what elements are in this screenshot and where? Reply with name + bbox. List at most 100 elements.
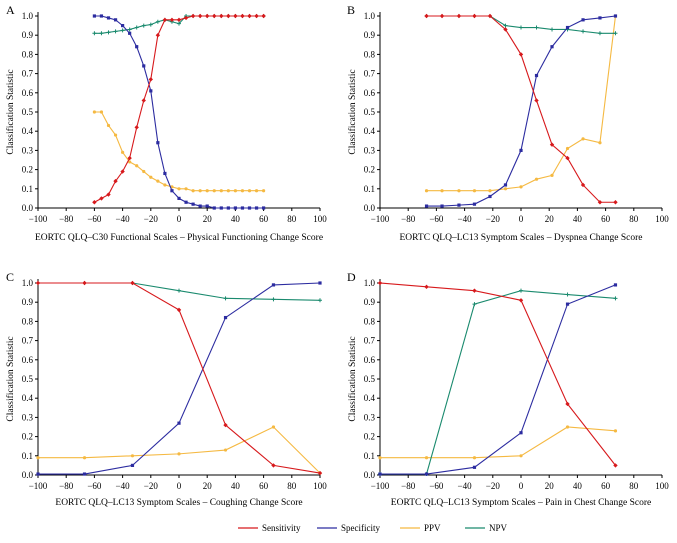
data-point bbox=[156, 141, 160, 145]
data-point bbox=[472, 288, 477, 293]
data-point bbox=[170, 189, 174, 193]
data-point bbox=[597, 31, 602, 36]
data-point bbox=[113, 29, 118, 34]
data-point bbox=[198, 204, 202, 208]
panel-d: D 0.0 0.1 0.2 0.3 0.4 0.5 0.6 0.7 0.8 0.9 1.0 −100 −8… bbox=[347, 270, 669, 508]
legend-item-ppv: PPV bbox=[400, 523, 441, 533]
data-point bbox=[262, 206, 266, 210]
data-point bbox=[156, 179, 160, 183]
x-tick-label: 100 bbox=[313, 214, 327, 224]
data-point bbox=[519, 25, 523, 30]
data-point bbox=[191, 189, 195, 193]
data-point bbox=[534, 25, 539, 30]
data-point bbox=[127, 27, 132, 32]
y-tick-label: 0.3 bbox=[364, 145, 376, 155]
data-point bbox=[598, 141, 602, 145]
data-point bbox=[424, 13, 429, 19]
data-point bbox=[134, 125, 139, 130]
x-tick-label: −60 bbox=[429, 481, 444, 491]
x-tick-label: −40 bbox=[116, 214, 131, 224]
x-tick-label: −20 bbox=[144, 214, 159, 224]
data-point bbox=[613, 296, 618, 301]
data-point bbox=[135, 164, 139, 168]
x-tick-label: 40 bbox=[231, 481, 241, 491]
data-point bbox=[424, 456, 429, 460]
data-point bbox=[121, 24, 125, 28]
series-ppv bbox=[378, 425, 618, 460]
data-point bbox=[254, 13, 259, 19]
y-tick-label: 0.9 bbox=[22, 30, 34, 40]
data-point bbox=[240, 13, 245, 19]
x-axis-title: EORTC QLQ–LC13 Symptom Scales – Pain in … bbox=[391, 498, 651, 508]
data-point bbox=[226, 13, 231, 19]
data-point bbox=[518, 52, 524, 57]
data-point bbox=[127, 155, 132, 161]
y-tick-label: 0.8 bbox=[364, 49, 376, 59]
y-tick-label: 0.1 bbox=[364, 184, 375, 194]
y-tick-label: 0.7 bbox=[22, 336, 34, 346]
data-point bbox=[318, 298, 322, 303]
series-npv bbox=[424, 14, 618, 36]
x-tick-label: −100 bbox=[29, 214, 48, 224]
legend-label: Specificity bbox=[341, 523, 380, 533]
data-point bbox=[550, 27, 555, 32]
y-tick-label: 1.0 bbox=[364, 278, 376, 288]
data-point bbox=[457, 189, 461, 193]
panel-letter: B bbox=[347, 3, 355, 17]
data-point bbox=[613, 200, 618, 205]
data-point bbox=[247, 13, 252, 19]
data-point bbox=[92, 110, 96, 114]
data-point bbox=[223, 296, 228, 301]
data-point bbox=[565, 302, 570, 306]
series-line bbox=[94, 15, 264, 203]
data-point bbox=[550, 45, 554, 49]
data-point bbox=[130, 280, 135, 286]
y-axis-title: Classification Statistic bbox=[347, 336, 358, 421]
data-point bbox=[377, 280, 383, 286]
data-point bbox=[113, 133, 118, 137]
data-point bbox=[99, 31, 104, 36]
data-point bbox=[142, 64, 146, 68]
x-tick-label: −80 bbox=[401, 481, 416, 491]
data-point bbox=[106, 30, 111, 35]
y-tick-label: 0.4 bbox=[364, 126, 376, 136]
y-axis-title: Classification Statistic bbox=[5, 69, 16, 154]
data-point bbox=[424, 189, 429, 193]
data-point bbox=[197, 13, 203, 19]
y-tick-label: 0.6 bbox=[22, 88, 34, 98]
data-point bbox=[598, 16, 602, 20]
data-point bbox=[424, 472, 429, 476]
series-sensitivity bbox=[377, 280, 618, 468]
data-point bbox=[149, 89, 153, 93]
y-tick-label: 0.0 bbox=[22, 203, 34, 213]
y-tick-label: 1.0 bbox=[22, 278, 34, 288]
data-point bbox=[271, 425, 276, 429]
data-point bbox=[130, 463, 135, 467]
data-point bbox=[472, 13, 477, 19]
data-point bbox=[184, 200, 188, 204]
data-point bbox=[162, 17, 168, 23]
y-tick-label: 0.9 bbox=[364, 297, 376, 307]
data-point bbox=[613, 14, 618, 18]
data-point bbox=[120, 169, 125, 174]
data-point bbox=[262, 189, 266, 193]
series-line bbox=[379, 282, 616, 466]
data-point bbox=[457, 203, 461, 207]
data-point bbox=[92, 31, 97, 36]
x-tick-label: 80 bbox=[287, 481, 297, 491]
data-point bbox=[169, 17, 175, 23]
y-axis-title: Classification Statistic bbox=[5, 336, 16, 421]
x-tick-label: 40 bbox=[231, 214, 241, 224]
x-tick-label: −60 bbox=[429, 214, 444, 224]
data-point bbox=[271, 297, 276, 302]
data-point bbox=[177, 196, 181, 200]
y-tick-label: 0.8 bbox=[22, 316, 34, 326]
x-tick-label: 0 bbox=[519, 481, 524, 491]
y-tick-label: 0.3 bbox=[22, 412, 34, 422]
data-point bbox=[488, 194, 492, 199]
series-line bbox=[380, 290, 616, 475]
data-point bbox=[141, 98, 146, 103]
data-point bbox=[472, 456, 477, 460]
series-line bbox=[380, 284, 616, 475]
data-point bbox=[130, 454, 135, 458]
